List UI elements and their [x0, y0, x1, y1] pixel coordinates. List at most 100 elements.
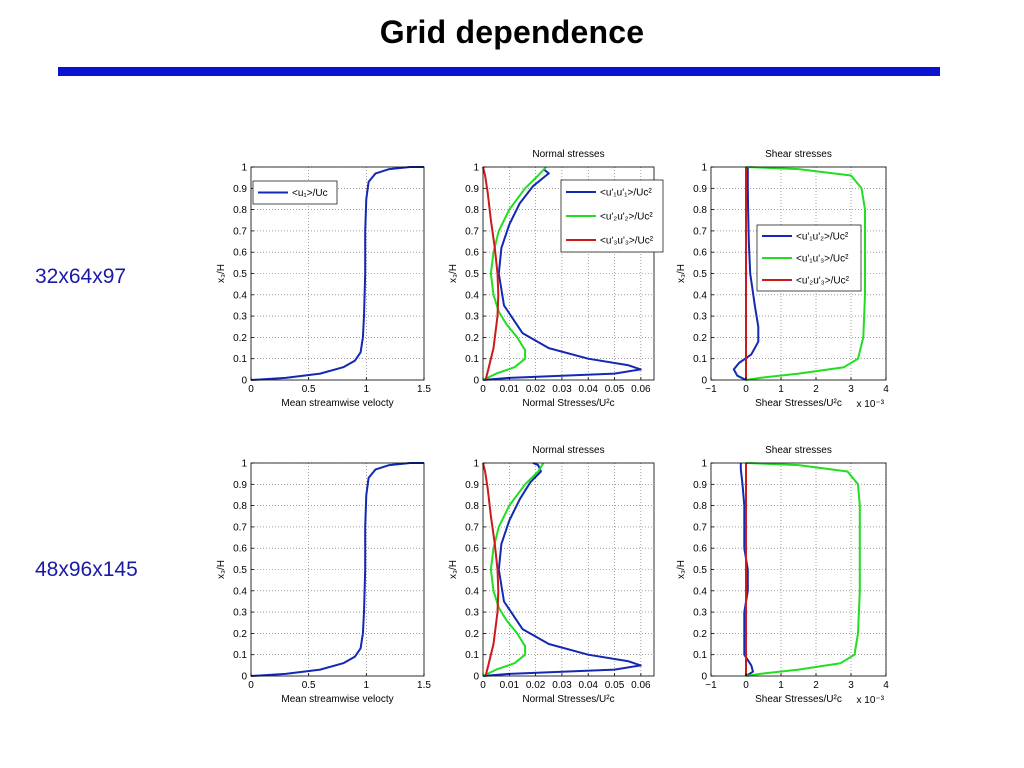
y-tick-label: 1	[241, 163, 247, 174]
x-tick-label: 0	[743, 680, 749, 691]
panel-title: Normal stresses	[532, 149, 604, 160]
y-tick-label: 0.1	[693, 354, 707, 365]
y-tick-label: 0.5	[465, 269, 479, 280]
x-tick-label: 1.5	[417, 384, 431, 395]
panel-title: Shear stresses	[765, 149, 832, 160]
y-tick-label: 1	[701, 163, 707, 174]
y-tick-label: 0.1	[465, 354, 479, 365]
chart-panel-r0c0: 0 0.5 1 1.5 0 0.1 0.2 0.3 0.4 0.5 0.6 0.7 0.8 0.9 1 Mea…	[216, 163, 431, 410]
chart-panel-r0c1: 0 0.01 0.02 0.03 0.04 0.05 0.06 0 0.1 0.2 0.3 0.4 0.…	[448, 149, 664, 409]
y-axis-label: x₃/H	[216, 264, 227, 283]
y-tick-label: 0.6	[465, 248, 479, 259]
y-tick-label: 0	[241, 672, 247, 683]
y-tick-label: 0.6	[233, 544, 247, 555]
y-tick-label: 0.5	[693, 269, 707, 280]
series-line-2	[745, 462, 861, 677]
x-tick-label: 0	[480, 680, 486, 691]
title-rule	[58, 67, 940, 76]
y-tick-label: 0.3	[465, 608, 479, 619]
y-tick-label: 0.9	[465, 184, 479, 195]
y-tick-label: 0.3	[693, 312, 707, 323]
y-tick-label: 0.3	[233, 312, 247, 323]
panel-title: Normal stresses	[532, 445, 604, 456]
y-tick-label: 0.8	[693, 501, 707, 512]
x-axis-multiplier: x 10⁻³	[856, 695, 884, 706]
y-tick-label: 1	[701, 459, 707, 470]
x-axis-label: Mean streamwise velocty	[281, 694, 393, 705]
series-line-1	[250, 462, 424, 677]
x-tick-label: 2	[813, 680, 819, 691]
x-tick-label: 0.04	[578, 680, 598, 691]
legend: <u'₁u'₁>/Uc² <u'₂u'₂>/Uc² <u'₃u'₃>/Uc²	[560, 179, 664, 253]
x-tick-label: 0.03	[552, 680, 572, 691]
y-axis-label: x₃/H	[676, 560, 687, 579]
y-tick-label: 0.2	[233, 629, 247, 640]
y-tick-label: 0.4	[465, 290, 479, 301]
y-tick-label: 0.9	[233, 480, 247, 491]
x-axis-multiplier: x 10⁻³	[856, 399, 884, 410]
y-tick-label: 0.8	[465, 501, 479, 512]
y-tick-label: 0.3	[233, 608, 247, 619]
y-tick-label: 0.4	[233, 586, 247, 597]
y-tick-label: 1	[473, 459, 479, 470]
y-axis-label: x₃/H	[216, 560, 227, 579]
y-tick-label: 0.8	[693, 205, 707, 216]
legend-label-3: <u'₃u'₃>/Uc²	[600, 236, 654, 247]
legend-label-1: <u'₁u'₁>/Uc²	[600, 188, 652, 199]
plot-area	[483, 463, 654, 676]
y-tick-label: 0.5	[465, 565, 479, 576]
y-axis-label: x₃/H	[448, 264, 459, 283]
y-tick-label: 1	[473, 163, 479, 174]
x-axis-label: Mean streamwise velocty	[281, 398, 393, 409]
series-line-2	[482, 462, 545, 677]
slide-title: Grid dependence	[379, 14, 645, 50]
y-tick-label: 0.5	[233, 565, 247, 576]
x-tick-label: 1	[364, 384, 370, 395]
x-tick-label: 3	[848, 384, 854, 395]
x-tick-label: 0.05	[605, 384, 625, 395]
y-tick-label: 0.3	[465, 312, 479, 323]
chart-panel-r0c2: −1 0 1 2 3 400.10.20.30.40.50.60.70.80.91Shea…	[676, 149, 889, 410]
y-tick-label: 0.1	[233, 354, 247, 365]
y-tick-label: 0	[701, 376, 707, 387]
x-tick-label: 0.01	[500, 680, 520, 691]
y-tick-label: 0.7	[233, 226, 247, 237]
y-tick-label: 0.1	[693, 650, 707, 661]
y-tick-label: 0.9	[693, 184, 707, 195]
x-tick-label: 0.01	[500, 384, 520, 395]
y-tick-label: 0	[701, 672, 707, 683]
y-tick-label: 0.5	[693, 565, 707, 576]
x-tick-label: 0.05	[605, 680, 625, 691]
x-tick-label: 1	[778, 680, 784, 691]
x-tick-label: 4	[883, 384, 889, 395]
series-line-3	[482, 462, 500, 677]
x-tick-label: 0	[248, 384, 254, 395]
series-line-1	[482, 462, 642, 677]
y-tick-label: 0.6	[465, 544, 479, 555]
y-tick-label: 0.6	[233, 248, 247, 259]
x-tick-label: 0.5	[302, 384, 316, 395]
y-tick-label: 0	[241, 376, 247, 387]
y-tick-label: 0.4	[693, 586, 707, 597]
x-tick-label: 0.02	[526, 384, 546, 395]
x-tick-label: 0.02	[526, 680, 546, 691]
y-axis-label: x₃/H	[676, 264, 687, 283]
series-line-2	[745, 166, 866, 381]
x-tick-label: 1.5	[417, 680, 431, 691]
y-tick-label: 0.9	[233, 184, 247, 195]
chart-panel-r1c1: 0 0.01 0.02 0.03 0.04 0.05 0.06 0 0.1 0.2 0.3 0.4 0.…	[448, 445, 655, 705]
y-tick-label: 0.5	[233, 269, 247, 280]
x-tick-label: 0.06	[631, 680, 651, 691]
y-tick-label: 0.2	[233, 333, 247, 344]
y-tick-label: 0.2	[465, 333, 479, 344]
y-tick-label: 0	[473, 376, 479, 387]
y-tick-label: 0.7	[233, 522, 247, 533]
row-label-fine-grid: 48x96x145	[35, 558, 138, 581]
y-tick-label: 0.9	[465, 480, 479, 491]
series-line-2	[482, 166, 547, 381]
y-tick-label: 0.4	[233, 290, 247, 301]
y-tick-label: 0.7	[693, 522, 707, 533]
row-label-coarse-grid: 32x64x97	[35, 265, 127, 288]
x-tick-label: 1	[364, 680, 370, 691]
